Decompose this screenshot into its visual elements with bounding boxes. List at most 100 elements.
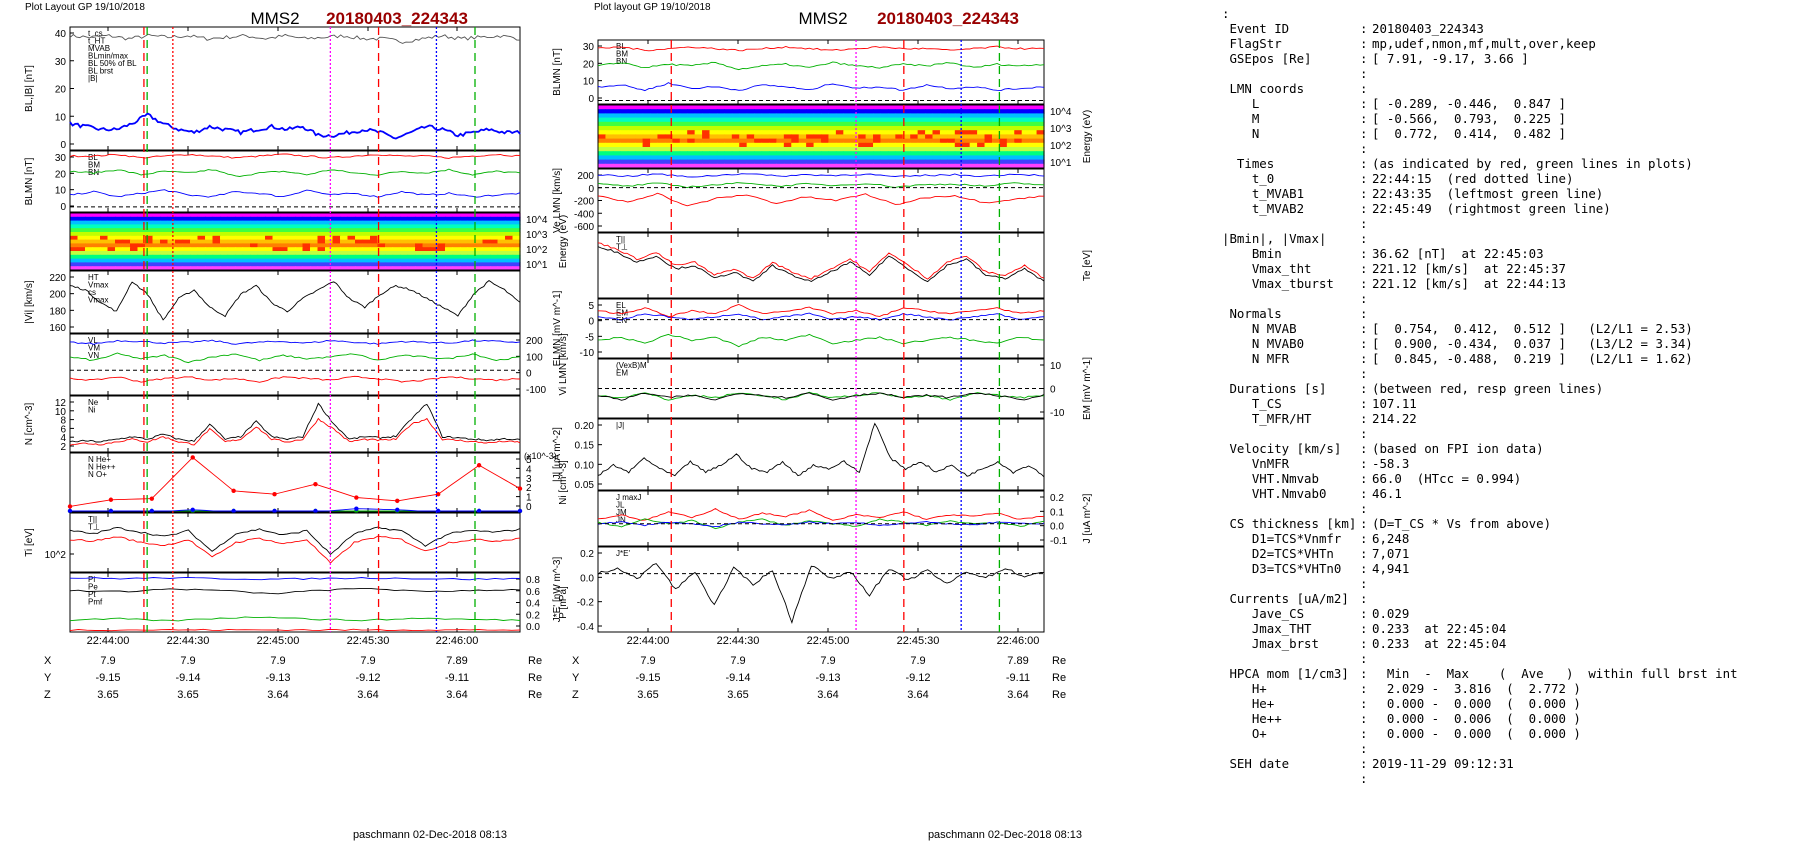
spectrogram-cell [991, 159, 1000, 165]
spectrogram-cell [664, 147, 673, 152]
spectrogram-cell [430, 266, 439, 271]
ytick-label: 100 [526, 352, 543, 363]
spectrogram-cell [130, 216, 139, 222]
info-value: 0.000 - 0.000 ( 0.000 ) [1372, 726, 1581, 741]
spectrogram-cell [122, 235, 131, 241]
info-row: : [1222, 741, 1802, 756]
spectrogram-cell [776, 113, 785, 119]
spectrogram-cell [295, 224, 304, 229]
spectrogram-cell [497, 258, 506, 263]
info-value: [ 7.91, -9.17, 3.66 ] [1372, 51, 1529, 66]
spectrogram-cell [724, 147, 733, 152]
ytick-label: 0.4 [526, 599, 540, 610]
spectrogram-cell [650, 159, 659, 165]
spectrogram-cell [947, 147, 956, 152]
panel-frame [69, 452, 521, 513]
spectrogram-cell [77, 235, 86, 241]
spectrogram-cell [798, 147, 807, 152]
spectrogram-cell [257, 254, 266, 260]
spectrogram-cell [858, 159, 867, 165]
spectrogram-cell [437, 266, 446, 271]
info-key: N [1222, 126, 1260, 141]
figure-event-id: 20180403_224343 [326, 9, 468, 28]
spectrogram-cell [182, 235, 191, 241]
info-value: 0.000 - 0.000 ( 0.000 ) [1372, 696, 1581, 711]
spectrogram-cell [873, 105, 882, 110]
spectrogram-cell [370, 258, 379, 263]
spectrogram-cell [828, 138, 837, 144]
spectrogram-cell [902, 121, 911, 127]
spectrogram-cell [197, 243, 206, 248]
spectrogram-cell [227, 213, 236, 218]
spectrogram-cell [347, 254, 356, 260]
spectrogram-cell [362, 216, 371, 222]
spectrogram-cell [776, 159, 785, 165]
spectrogram-cell [437, 258, 446, 263]
spectrogram-cell [220, 216, 229, 222]
info-value: 214.22 [1372, 411, 1417, 426]
ytick-label: 10^2 [45, 550, 67, 561]
spectrogram-cell [137, 235, 146, 241]
spectrogram-cell [422, 216, 431, 222]
spectrogram-cell [865, 147, 874, 152]
spectrogram-cell [415, 224, 424, 229]
spectrogram-cell [137, 262, 146, 267]
spectrogram-cell [415, 216, 424, 222]
spectrogram-cell [806, 134, 815, 140]
spectrogram-cell [925, 130, 934, 135]
spectrogram-cell [145, 251, 154, 256]
spectrogram-cell [452, 232, 461, 237]
spectrogram-cell [702, 142, 711, 148]
spectrogram-cell [160, 239, 169, 244]
spectrogram-cell [175, 216, 184, 222]
spectrogram-cell [1014, 163, 1023, 169]
spectrogram-cell [969, 138, 978, 144]
spectrogram-cell [761, 159, 770, 165]
spectrogram-cell [835, 121, 844, 127]
spectrogram-cell [657, 147, 666, 152]
spectrogram-cell [227, 254, 236, 260]
info-value: 221.12 [km/s] at 22:44:13 [1372, 276, 1566, 291]
spectrogram-cell [325, 224, 334, 229]
spectrogram-cell [798, 134, 807, 140]
spectrogram-cell [197, 258, 206, 263]
spectrogram-cell [250, 254, 259, 260]
data-point [476, 463, 482, 468]
spectrogram-cell [1036, 134, 1045, 140]
spectrogram-cell [422, 266, 431, 271]
spectrogram-cell [635, 130, 644, 135]
info-key [1222, 141, 1360, 156]
spectrogram-cell [635, 155, 644, 161]
ytick-label: 30 [55, 153, 67, 164]
spectrogram-cell [205, 266, 214, 271]
info-separator: : [1360, 276, 1368, 291]
spectrogram-cell [227, 216, 236, 222]
info-separator: : [1360, 156, 1368, 171]
spectrogram-cell [250, 247, 259, 252]
pos-row-value: 7.9 [270, 655, 285, 667]
spectrogram-cell [272, 224, 281, 229]
info-row: Currents [uA/m2]: [1222, 591, 1802, 606]
spectrogram-cell [679, 121, 688, 127]
spectrogram-cell [939, 121, 948, 127]
legend-entry: (VexB)M [616, 361, 647, 370]
spectrogram-cell [182, 243, 191, 248]
spectrogram-cell [776, 163, 785, 169]
spectrogram-cell [122, 216, 131, 222]
spectrogram-cell [467, 239, 476, 244]
ytick-label: 0 [588, 317, 594, 328]
spectrogram-cell [917, 163, 926, 169]
spectrogram-cell [969, 159, 978, 165]
spectrogram-cell [739, 126, 748, 131]
spectrogram-cell [235, 251, 244, 256]
spectrogram-cell [325, 220, 334, 225]
pos-row-value: -9.14 [175, 672, 200, 684]
ytick-label: 0.05 [575, 480, 595, 491]
spectrogram-cell [437, 213, 446, 218]
spectrogram-cell [145, 243, 154, 248]
info-key: He++ [1222, 711, 1282, 726]
spectrogram-cell [947, 105, 956, 110]
spectrogram-cell [317, 216, 326, 222]
spectrogram-cell [724, 151, 733, 156]
